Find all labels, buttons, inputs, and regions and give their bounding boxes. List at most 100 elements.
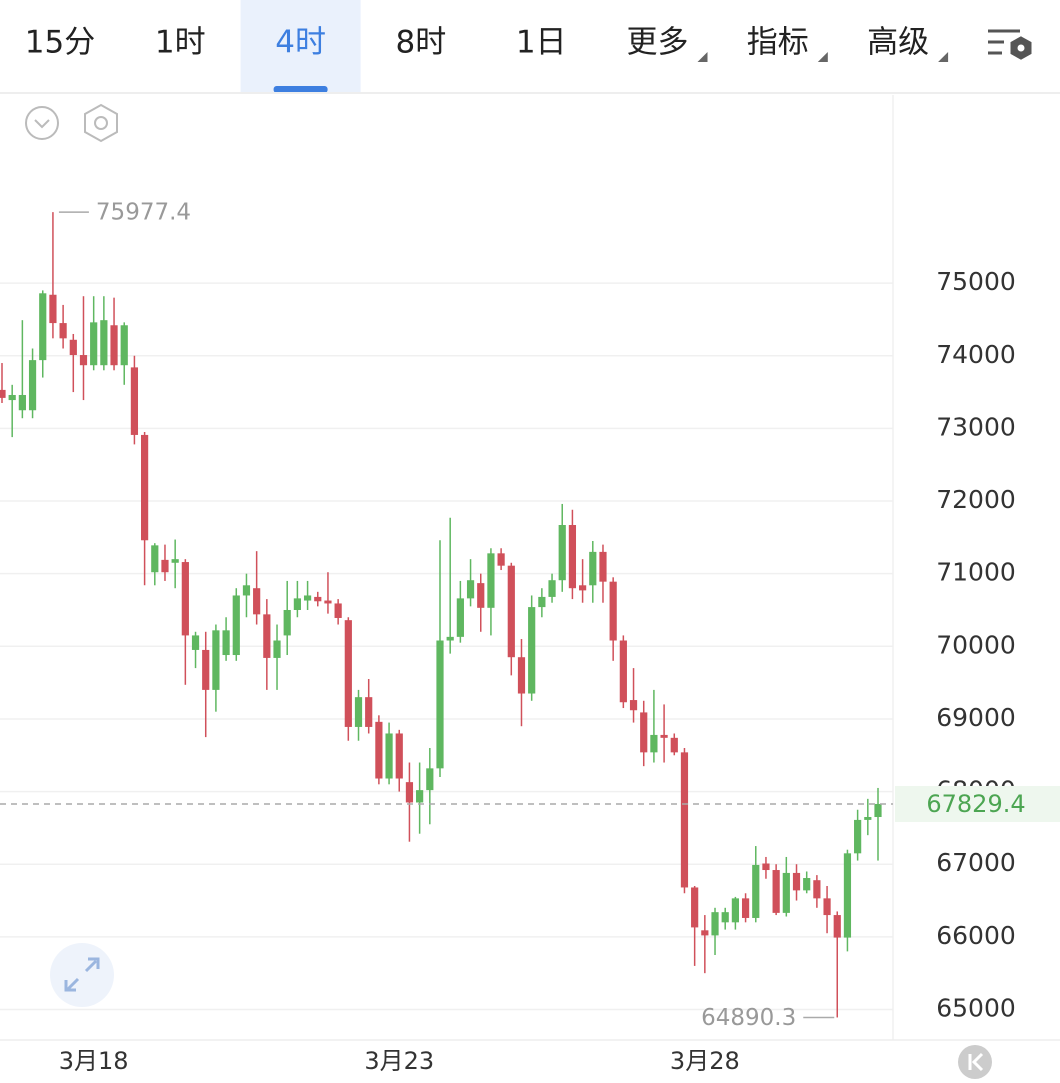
candle-body <box>487 553 495 608</box>
candle-body <box>721 912 729 923</box>
candle-body <box>303 595 312 601</box>
candle-body <box>650 734 658 753</box>
candle-body <box>8 394 16 401</box>
candle-body <box>181 562 189 636</box>
candle-body <box>161 559 169 573</box>
x-tick-label: 3月18 <box>59 1047 129 1075</box>
candle-body <box>39 293 47 361</box>
candle-body <box>813 880 821 899</box>
candle-body <box>629 700 638 711</box>
icon-dot <box>1017 44 1025 52</box>
candle-body <box>456 598 464 637</box>
candle-body <box>314 596 322 602</box>
dropdown-arrow <box>938 52 949 62</box>
max-price-label: 75977.4 <box>96 200 191 226</box>
candle-body <box>273 640 281 658</box>
candle-body <box>558 525 566 581</box>
icon-hex <box>84 103 118 143</box>
tab-label: 高级 <box>867 25 929 61</box>
candle-body <box>782 872 790 913</box>
candle-body <box>100 320 108 366</box>
candle-body <box>874 803 882 818</box>
icon-dot <box>94 116 108 130</box>
candle-body <box>344 620 352 727</box>
candle-body <box>731 898 739 923</box>
candle-body <box>49 294 57 324</box>
icon-chevron <box>34 119 50 129</box>
y-tick-label: 67000 <box>936 848 1016 877</box>
candle-body <box>283 609 291 636</box>
candle-body <box>762 863 770 871</box>
settings-icon[interactable] <box>988 29 1032 60</box>
candle-body <box>833 915 841 938</box>
candle-body <box>538 596 546 608</box>
y-tick-label: 74000 <box>936 340 1016 369</box>
candle-body <box>619 640 627 703</box>
scroll-to-start-button[interactable] <box>958 1045 992 1079</box>
candle-body <box>416 790 424 803</box>
candle-body <box>670 737 678 753</box>
y-tick-label: 65000 <box>936 993 1016 1022</box>
icon-circle <box>50 943 114 1007</box>
tab[interactable]: 8时 <box>396 25 447 61</box>
tab-label: 15分 <box>25 25 95 61</box>
candle-body <box>772 870 780 913</box>
tab-label: 4时 <box>275 25 326 61</box>
icon-line <box>66 977 80 991</box>
candle-body <box>803 878 811 891</box>
candle-body <box>120 325 128 366</box>
fullscreen-button[interactable] <box>50 943 114 1007</box>
tab[interactable]: 1日 <box>516 25 567 61</box>
tab[interactable]: 4时 <box>240 0 361 93</box>
candle-body <box>385 733 393 779</box>
candle-body <box>28 360 37 411</box>
collapse-button[interactable] <box>25 106 59 140</box>
candle-body <box>405 782 414 803</box>
candle-body <box>640 712 648 753</box>
candle-body <box>823 898 831 916</box>
candle-body <box>202 649 210 690</box>
candle-body <box>212 630 220 690</box>
candle-body <box>141 434 149 541</box>
tab-label: 指标 <box>747 25 809 61</box>
chart-settings-button[interactable] <box>84 103 118 143</box>
candle-body <box>365 697 373 727</box>
candle-body <box>711 912 719 936</box>
candle-body <box>232 595 240 656</box>
candle-body <box>242 585 251 596</box>
current-price-box <box>895 785 1060 822</box>
tab-highlight <box>240 0 361 92</box>
candle-body <box>191 635 200 650</box>
y-tick-label: 72000 <box>936 485 1016 514</box>
candle-body <box>792 872 801 891</box>
tab-label: 1时 <box>155 25 206 61</box>
candle-body <box>130 367 139 435</box>
candle-body <box>59 323 67 339</box>
tab-label: 8时 <box>396 25 447 61</box>
candle-body <box>864 817 872 820</box>
tab[interactable]: 指标 <box>747 25 828 63</box>
tab[interactable]: 1时 <box>155 25 206 61</box>
tab[interactable]: 高级 <box>867 25 949 63</box>
x-tick-label: 3月23 <box>364 1047 434 1075</box>
candle-body <box>69 339 77 356</box>
tab[interactable]: 更多 <box>627 25 708 63</box>
candle-body <box>375 721 383 779</box>
icon-circle <box>25 106 59 140</box>
candle-body <box>477 583 485 608</box>
candle-body <box>79 355 88 366</box>
tab-label: 更多 <box>627 25 689 61</box>
candle-body <box>701 930 709 936</box>
tab[interactable]: 15分 <box>25 25 95 61</box>
candle-body <box>752 864 760 918</box>
icon-line <box>971 1052 984 1072</box>
plot-area: 6500066000670006800069000700007100072000… <box>0 95 1060 1075</box>
dropdown-arrow <box>817 52 828 62</box>
icon-line <box>64 980 76 992</box>
candle-body <box>293 598 301 610</box>
candle-body <box>446 636 454 641</box>
current-price-label: 67829.4 <box>926 790 1025 818</box>
candle-body <box>568 525 577 589</box>
